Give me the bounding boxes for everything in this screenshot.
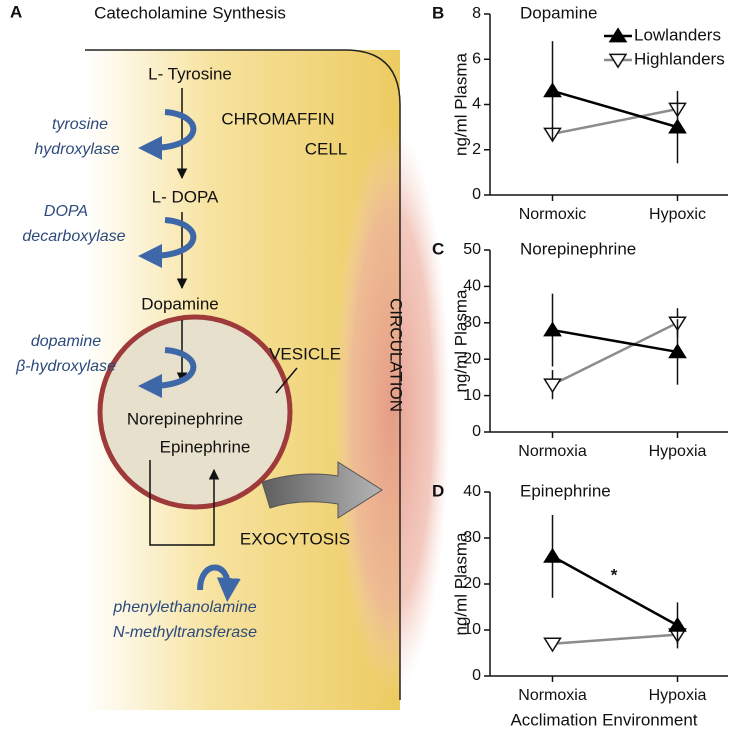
y-tick-label: 30 — [463, 314, 481, 331]
vesicle-label: VESICLE — [269, 344, 341, 363]
marker — [608, 27, 628, 43]
cell-label: CELL — [305, 139, 348, 158]
y-tick-label: 20 — [463, 350, 481, 367]
circulation — [334, 125, 450, 695]
arrow — [149, 460, 220, 546]
series-line — [551, 555, 679, 627]
y-tick-label: 0 — [472, 667, 481, 684]
panel-label: D — [432, 481, 444, 500]
marker — [543, 82, 562, 98]
molecule: Norepinephrine — [127, 409, 243, 428]
enzyme-arrow — [138, 109, 197, 160]
y-tick-label: 40 — [463, 278, 481, 295]
vesicle — [97, 314, 293, 510]
marker — [668, 616, 687, 632]
series-line — [552, 89, 678, 129]
y-axis-label: ng/ml Plasma — [451, 289, 470, 393]
marker — [543, 637, 562, 653]
y-tick-label: 6 — [472, 50, 481, 67]
y-tick-label: 50 — [463, 241, 481, 258]
y-tick-label: 30 — [463, 529, 481, 546]
marker — [608, 53, 628, 69]
molecule: Epinephrine — [160, 437, 251, 456]
y-tick-label: 20 — [463, 575, 481, 592]
chart-title: Dopamine — [520, 3, 598, 22]
x-axis-label: Acclimation Environment — [510, 710, 697, 729]
enzyme: β-hydroxylase — [15, 358, 116, 375]
enzyme-arrow — [197, 564, 241, 602]
x-tick-label: Normoxia — [518, 687, 587, 704]
y-axis-label: ng/ml Plasma — [451, 532, 470, 636]
y-tick-label: 40 — [463, 483, 481, 500]
legend-label: Lowlanders — [634, 25, 721, 44]
diagram: A Catecholamine Synthesis L- Tyrosine L-… — [10, 2, 450, 710]
enzyme: N-methyltransferase — [113, 624, 257, 641]
series-line — [552, 107, 678, 136]
marker — [543, 547, 562, 563]
diagram-title: Catecholamine Synthesis — [94, 3, 286, 22]
x-tick-label: Normoxia — [518, 443, 587, 460]
molecule: L- DOPA — [152, 187, 219, 206]
enzyme: tyrosine — [52, 116, 108, 133]
x-tick-label: Hypoxia — [649, 687, 707, 704]
marker — [543, 321, 562, 337]
enzyme: decarboxylase — [22, 228, 125, 245]
y-tick-label: 8 — [472, 5, 481, 22]
series-line — [551, 321, 679, 386]
exocytosis-arrow — [261, 461, 383, 519]
enzyme: phenylethanolamine — [112, 599, 256, 616]
y-tick-label: 0 — [472, 186, 481, 203]
y-tick-label: 2 — [472, 141, 481, 158]
y-tick-label: 10 — [463, 621, 481, 638]
cell-label: CHROMAFFIN — [221, 109, 334, 128]
enzyme-arrow — [138, 217, 197, 268]
y-tick-label: 10 — [463, 387, 481, 404]
molecule: L- Tyrosine — [148, 64, 232, 83]
marker — [668, 343, 687, 359]
enzyme: dopamine — [31, 333, 101, 350]
exocytosis-label: EXOCYTOSIS — [240, 529, 350, 548]
chart-title: Epinephrine — [520, 481, 611, 500]
annotation: * — [611, 565, 618, 584]
enzyme-arrow — [138, 347, 197, 398]
pointer — [275, 367, 298, 394]
x-tick-label: Normoxic — [519, 206, 587, 223]
circulation-label: CIRCULATION — [387, 298, 406, 412]
legend-label: Highlanders — [634, 49, 725, 68]
molecule: Dopamine — [141, 294, 219, 313]
y-axis-label: ng/ml Plasma — [451, 52, 470, 156]
panel-label: A — [10, 2, 22, 21]
marker — [543, 378, 562, 394]
chart-title: Norepinephrine — [520, 239, 636, 258]
enzyme: hydroxylase — [34, 141, 119, 158]
panel-label: C — [432, 239, 444, 258]
series-line — [552, 633, 678, 646]
y-tick-label: 4 — [472, 96, 481, 113]
series-line — [552, 328, 678, 354]
y-tick-label: 0 — [472, 423, 481, 440]
panel-label: B — [432, 3, 444, 22]
enzyme: DOPA — [44, 203, 88, 220]
marker — [668, 118, 687, 134]
cell-border — [85, 49, 401, 700]
x-tick-label: Hypoxic — [649, 206, 706, 223]
x-tick-label: Hypoxia — [649, 443, 707, 460]
